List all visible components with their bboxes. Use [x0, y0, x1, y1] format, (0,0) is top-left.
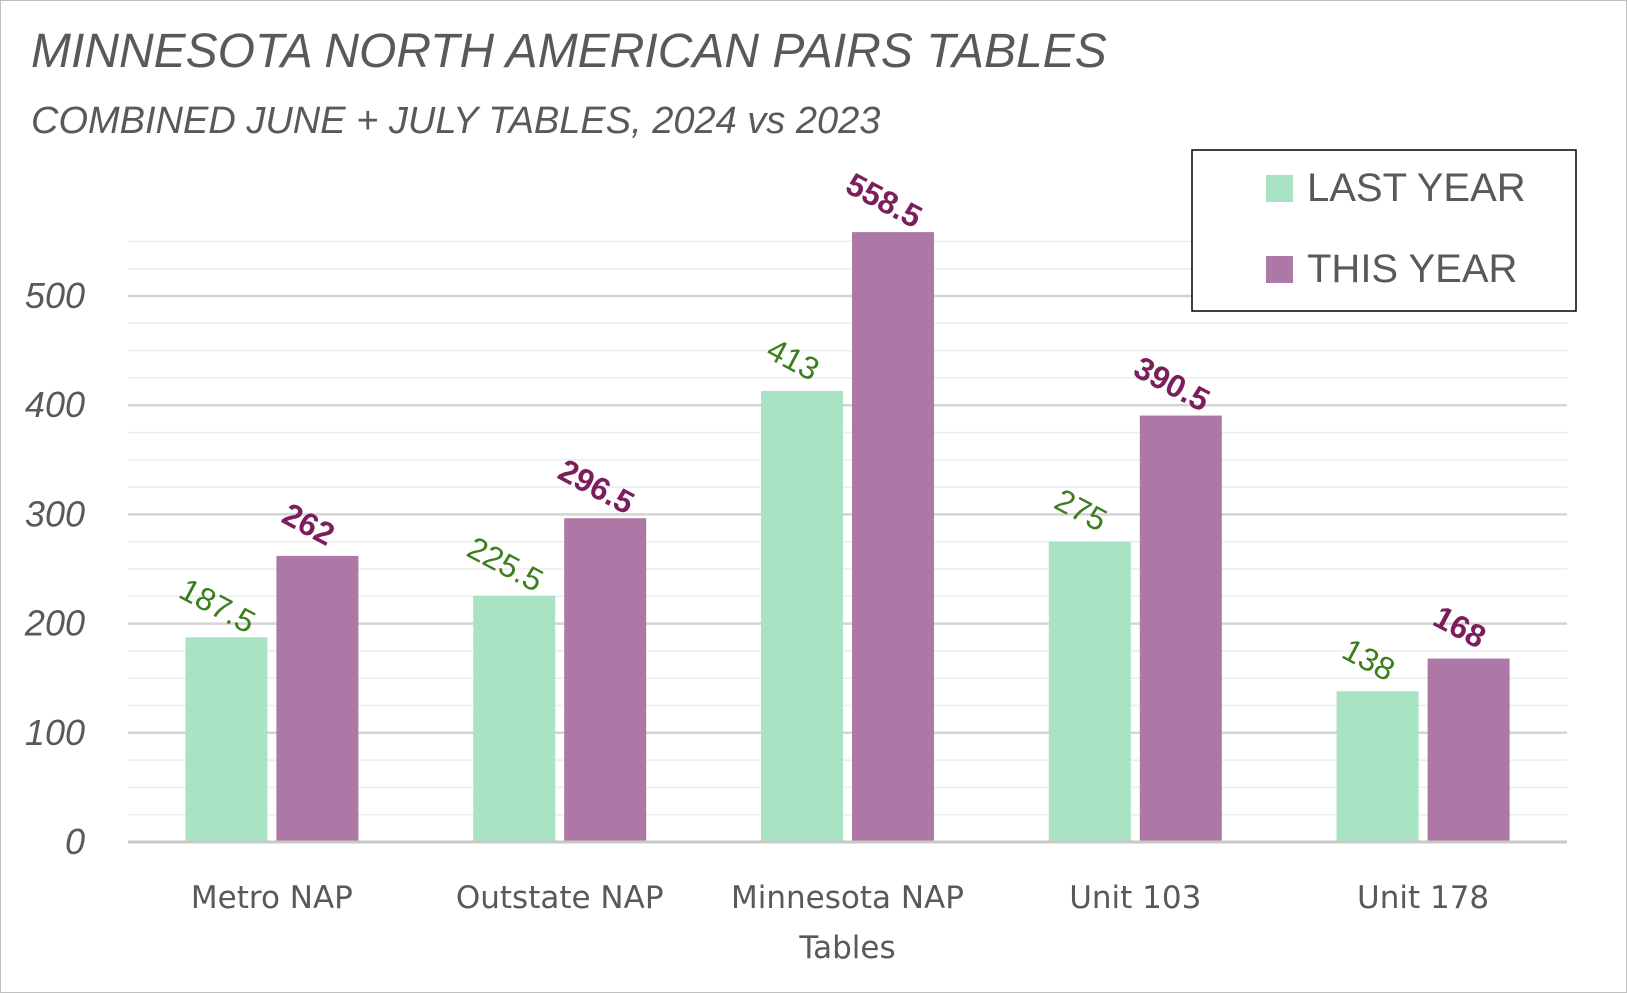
y-tick-label: 0 [65, 821, 85, 862]
bar-this-year [564, 518, 647, 842]
data-label-last-year: 275 [1049, 482, 1113, 539]
legend-swatch [1266, 256, 1293, 283]
y-tick-label: 400 [25, 384, 85, 425]
bars-layer [185, 232, 1510, 843]
x-tick-label: Metro NAP [191, 880, 353, 916]
bar-this-year [852, 232, 934, 843]
legend-box [1191, 149, 1577, 312]
legend-swatch [1266, 175, 1293, 202]
bar-last-year [1048, 541, 1131, 842]
bar-last-year [473, 595, 556, 842]
bar-last-year [1336, 691, 1419, 842]
data-label-this-year: 168 [1428, 598, 1492, 655]
x-tick-label: Unit 178 [1357, 880, 1489, 916]
legend-label: LAST YEAR [1307, 166, 1526, 210]
data-label-last-year: 413 [761, 331, 825, 388]
bar-this-year [276, 555, 359, 842]
data-label-this-year: 296.5 [553, 452, 641, 521]
data-label-last-year: 187.5 [174, 571, 262, 640]
data-label-last-year: 225.5 [462, 529, 550, 598]
x-tick-label: Outstate NAP [456, 880, 664, 916]
y-tick-label: 500 [25, 275, 85, 316]
y-tick-label: 300 [25, 493, 85, 534]
chart-title: MINNESOTA NORTH AMERICAN PAIRS TABLES [31, 25, 1107, 78]
legend: LAST YEAR THIS YEAR [1191, 149, 1577, 312]
x-tick-label: Tables [798, 930, 895, 966]
bar-this-year [1427, 658, 1510, 842]
data-label-last-year: 138 [1337, 631, 1401, 688]
y-tick-label: 100 [25, 712, 85, 753]
data-label-this-year: 262 [277, 496, 341, 553]
data-label-this-year: 390.5 [1128, 349, 1216, 418]
data-label-this-year: 558.5 [840, 166, 928, 235]
legend-label: THIS YEAR [1307, 247, 1517, 291]
axis-layer: 0 100 200 300 400 500 Metro NAP Outstate NAP Min… [24, 275, 1567, 966]
x-tick-label: Minnesota NAP [731, 880, 964, 916]
bar-this-year [1139, 415, 1222, 842]
bar-last-year [185, 637, 268, 842]
x-tick-label: Unit 103 [1069, 880, 1201, 916]
y-tick-label: 200 [24, 603, 85, 644]
chart-subtitle: COMBINED JUNE + JULY TABLES, 2024 vs 202… [31, 100, 880, 142]
bar-last-year [761, 391, 843, 842]
